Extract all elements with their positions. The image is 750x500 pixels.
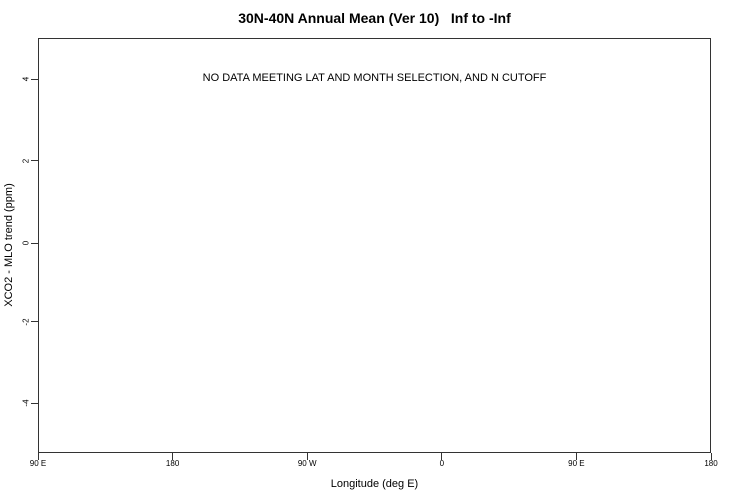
chart-title: 30N-40N Annual Mean (Ver 10) Inf to -Inf	[238, 10, 511, 26]
x-tick-label: 180	[704, 459, 718, 468]
y-tick-label: -4	[21, 399, 31, 407]
x-tick-mark	[306, 453, 308, 460]
y-tick-mark	[31, 160, 38, 162]
x-tick-label: 90 E	[568, 459, 585, 468]
x-tick-mark	[172, 453, 174, 460]
y-tick-mark	[31, 321, 38, 323]
y-tick-mark	[31, 402, 38, 404]
x-tick-label: 90 E	[29, 459, 47, 468]
x-tick-mark	[575, 453, 577, 460]
y-axis-label: XCO2 - MLO trend (ppm)	[3, 183, 15, 307]
x-tick-label: 90 W	[297, 459, 317, 468]
y-tick-label: 4	[21, 76, 31, 82]
y-tick-label: 0	[21, 240, 31, 246]
x-tick-label: 180	[165, 459, 180, 468]
plot-box	[38, 38, 711, 453]
x-tick-mark	[441, 453, 443, 460]
x-tick-label: 0	[439, 459, 445, 468]
y-tick-mark	[31, 242, 38, 244]
y-tick-label: -2	[21, 318, 31, 326]
x-tick-mark	[710, 453, 712, 460]
no-data-message: NO DATA MEETING LAT AND MONTH SELECTION,…	[202, 72, 547, 84]
x-tick-mark	[37, 453, 39, 460]
y-tick-label: 2	[21, 158, 31, 164]
y-tick-mark	[31, 78, 38, 80]
x-axis-label: Longitude (deg E)	[330, 478, 419, 490]
